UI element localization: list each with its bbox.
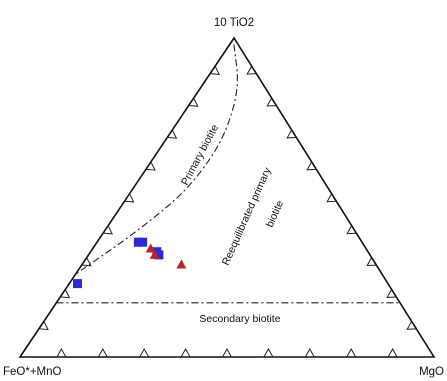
tick-mark <box>286 129 297 139</box>
tick-mark <box>346 347 357 358</box>
tick-mark <box>387 347 398 358</box>
primary-reequilibrated-boundary <box>75 44 238 275</box>
tick-mark <box>124 193 135 203</box>
tick-mark <box>188 97 199 107</box>
data-point-square <box>73 279 82 289</box>
tick-mark <box>406 321 417 330</box>
apex-label-top: 10 TiO2 <box>214 17 254 29</box>
field-label-secondary: Secondary biotite <box>199 313 280 325</box>
tick-mark <box>145 161 156 171</box>
tick-mark <box>306 161 317 171</box>
data-point-square <box>154 250 164 260</box>
data-point-square <box>138 237 148 247</box>
data-point-triangle <box>176 259 187 269</box>
field-label-primary: Primary biotite <box>179 122 221 187</box>
apex-label-right: MgO <box>419 366 444 378</box>
tick-mark <box>167 129 178 139</box>
tick-mark <box>97 347 108 358</box>
tick-mark <box>366 257 377 267</box>
field-label-reequilibrated-line1: Reequilibrated primary <box>220 165 274 267</box>
tick-marks <box>38 65 417 358</box>
tick-mark <box>266 97 277 107</box>
apex-label-left: FeO*+MnO <box>3 366 62 378</box>
tick-mark <box>210 65 221 75</box>
tick-mark <box>81 257 92 267</box>
data-point-triangle <box>145 243 156 253</box>
tick-mark <box>326 193 337 203</box>
tick-mark <box>386 289 397 298</box>
tick-mark <box>222 347 232 358</box>
tick-mark <box>56 347 67 358</box>
tick-mark <box>246 65 257 75</box>
tick-mark <box>139 347 150 358</box>
field-label-reequilibrated-line2: biotite <box>264 199 286 230</box>
tick-mark <box>304 347 315 358</box>
data-points <box>73 237 187 289</box>
tick-mark <box>180 347 191 358</box>
tick-mark <box>60 289 71 299</box>
tick-mark <box>263 347 274 358</box>
data-point-triangle <box>149 249 160 259</box>
tick-mark <box>38 321 49 331</box>
tick-mark <box>103 225 114 235</box>
ternary-triangle <box>18 36 436 358</box>
tick-mark <box>346 225 357 235</box>
